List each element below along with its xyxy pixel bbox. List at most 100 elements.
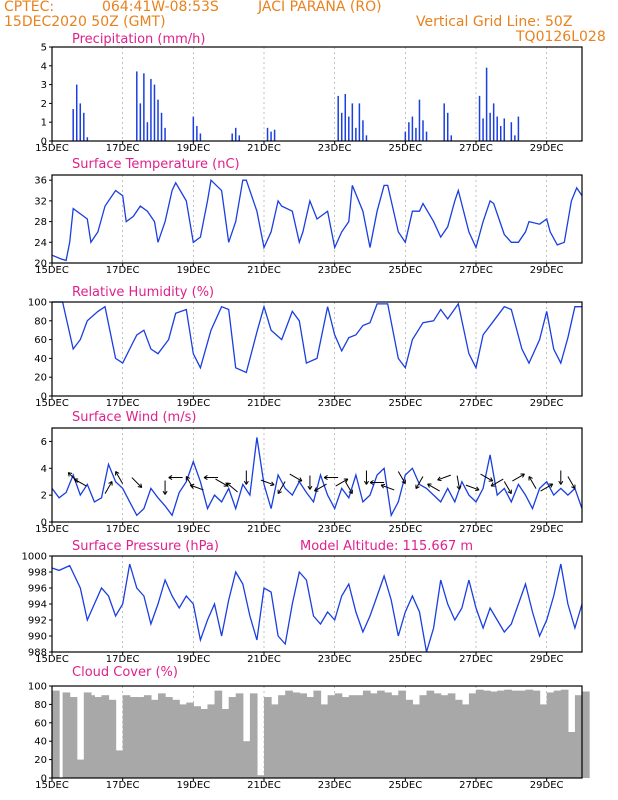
cloud-bar: [412, 704, 421, 778]
precip-bar: [348, 116, 350, 141]
precip-bar: [231, 133, 233, 141]
x-tick-label: 15DEC: [35, 265, 69, 276]
panel-title: Surface Wind (m/s): [72, 410, 196, 425]
panel-title: Surface Pressure (hPa): [72, 539, 219, 554]
cloud-bar: [179, 704, 187, 778]
x-tick-label: 23DEC: [318, 654, 352, 665]
panel-title: Cloud Cover (%): [72, 665, 178, 680]
y-tick-label: 28: [34, 217, 47, 228]
y-tick-label: 20: [34, 755, 47, 766]
x-tick-label: 25DEC: [388, 654, 422, 665]
precip-bar: [510, 122, 513, 141]
wind-arrow: [215, 478, 228, 487]
wind-arrow-head: [108, 481, 113, 486]
wind-arrow: [397, 471, 406, 484]
y-tick-label: 0: [41, 774, 47, 785]
cloud-bar: [355, 695, 364, 778]
cloud-bar: [468, 693, 477, 778]
wind-arrow: [427, 483, 440, 492]
precip-bar: [450, 135, 453, 141]
precip-bar: [150, 78, 152, 141]
cloud-bar: [108, 699, 117, 778]
header-coords: 064:41W-08:53S: [102, 0, 219, 15]
precip-bar: [83, 112, 85, 141]
precip-bar: [337, 95, 339, 141]
series-line: [51, 437, 583, 518]
y-tick-label: 5: [41, 43, 47, 54]
precip-bar: [404, 131, 407, 141]
x-tick-label: 27DEC: [459, 265, 493, 276]
precip-bar: [266, 127, 269, 141]
cloud-bar: [539, 704, 548, 778]
precip-bar: [446, 112, 449, 141]
precip-bar: [351, 103, 354, 141]
cloud-bar: [560, 689, 569, 778]
wind-arrow: [490, 478, 504, 487]
cloud-bar: [476, 689, 484, 778]
header-model-code: TQ0126L028: [516, 29, 606, 45]
y-tick-label: 994: [28, 600, 47, 611]
wind-arrow-head: [137, 483, 143, 488]
cloud-bar: [320, 704, 329, 778]
wind-arrow-head: [314, 487, 319, 492]
x-tick-label: 17DEC: [106, 398, 140, 409]
y-tick-label: 2: [41, 99, 47, 110]
wind-arrow-head: [437, 476, 442, 482]
wind-arrow-head: [401, 479, 406, 485]
precip-bar: [86, 137, 89, 141]
panel-frame: [51, 427, 583, 523]
x-tick-label: 23DEC: [318, 143, 352, 154]
precip-bar: [365, 135, 368, 141]
wind-arrow: [289, 473, 303, 482]
x-tick-label: 19DEC: [176, 143, 210, 154]
wind-arrow-head: [558, 480, 564, 485]
precip-bar: [273, 129, 276, 141]
series-line: [51, 563, 583, 653]
precip-bar: [422, 120, 424, 141]
wind-arrow-head: [520, 473, 525, 478]
y-tick-label: 20: [34, 373, 47, 384]
cloud-bar: [574, 695, 583, 778]
cloud-bar: [150, 699, 159, 778]
header-init-time: 15DEC2020 50Z (GMT): [4, 14, 166, 30]
panel-subtitle: Model Altitude: 115.667 m: [300, 539, 473, 554]
precip-bar: [160, 112, 163, 141]
wind-arrow-head: [488, 477, 494, 482]
precip-bar: [499, 125, 502, 141]
wind-arrow-head: [490, 482, 496, 487]
precip-bar: [199, 133, 202, 141]
cloud-bar: [497, 690, 505, 778]
wind-arrow-head: [369, 480, 374, 486]
cloud-bar: [454, 699, 463, 778]
cloud-bar: [200, 709, 209, 778]
cloud-bar: [384, 692, 392, 778]
wind-arrow-head: [323, 475, 328, 481]
precip-bar: [496, 116, 498, 141]
x-tick-label: 23DEC: [318, 780, 352, 791]
cloud-bar: [370, 693, 378, 778]
cloud-bar: [62, 692, 71, 778]
cloud-bar: [101, 695, 110, 778]
y-tick-label: 80: [34, 700, 47, 711]
cloud-bar: [518, 690, 527, 778]
wind-arrow: [540, 483, 553, 492]
precip-bar: [355, 127, 357, 141]
y-tick-label: 992: [28, 616, 47, 627]
wind-arrow-head: [307, 485, 313, 490]
x-tick-label: 25DEC: [388, 265, 422, 276]
cloud-bar: [228, 697, 237, 778]
wind-arrow: [115, 471, 124, 484]
wind-arrow: [503, 481, 512, 494]
header-grid-note: Vertical Grid Line: 50Z: [416, 14, 573, 30]
x-tick-label: 21DEC: [247, 143, 281, 154]
cloud-bar: [313, 690, 322, 778]
wind-arrow: [260, 479, 275, 486]
cloud-bar: [447, 693, 456, 778]
wind-arrow-head: [456, 485, 462, 490]
wind-arrow-head: [363, 480, 369, 485]
wind-arrow-head: [380, 483, 386, 489]
precip-bar: [418, 99, 421, 141]
precip-bar: [485, 67, 488, 141]
wind-arrow-head: [162, 490, 168, 495]
x-tick-label: 25DEC: [388, 780, 422, 791]
